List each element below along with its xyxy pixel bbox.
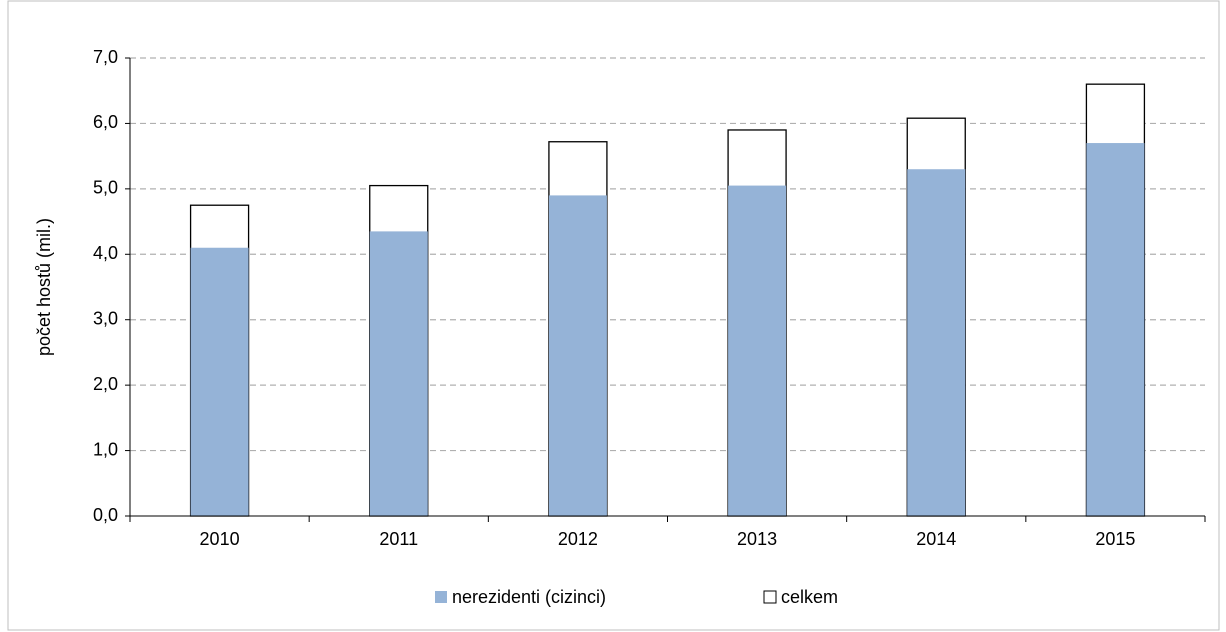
- bar: [907, 169, 966, 516]
- y-tick-label: 4,0: [93, 243, 118, 263]
- y-tick-label: 2,0: [93, 374, 118, 394]
- bar: [1086, 143, 1145, 517]
- x-tick-label: 2013: [737, 529, 777, 549]
- legend-swatch: [763, 590, 777, 604]
- legend-label: nerezidenti (cizinci): [452, 587, 606, 607]
- x-tick-label: 2011: [379, 529, 418, 549]
- bar: [369, 231, 428, 516]
- x-tick-label: 2014: [916, 529, 956, 549]
- y-tick-label: 1,0: [93, 439, 118, 459]
- bar: [728, 185, 787, 517]
- chart-frame: [7, 0, 1220, 631]
- y-tick-label: 6,0: [93, 112, 118, 132]
- y-axis-label: počet hostů (mil.): [34, 218, 54, 356]
- x-tick-label: 2012: [558, 529, 598, 549]
- y-tick-label: 0,0: [93, 505, 118, 525]
- bar: [548, 195, 607, 516]
- legend-label: celkem: [781, 587, 838, 607]
- x-tick-label: 2015: [1095, 529, 1135, 549]
- y-tick-label: 3,0: [93, 308, 118, 328]
- y-tick-label: 7,0: [93, 47, 118, 67]
- x-tick-label: 2010: [200, 529, 240, 549]
- y-tick-label: 5,0: [93, 178, 118, 198]
- legend-swatch: [435, 591, 447, 603]
- bar: [190, 247, 249, 516]
